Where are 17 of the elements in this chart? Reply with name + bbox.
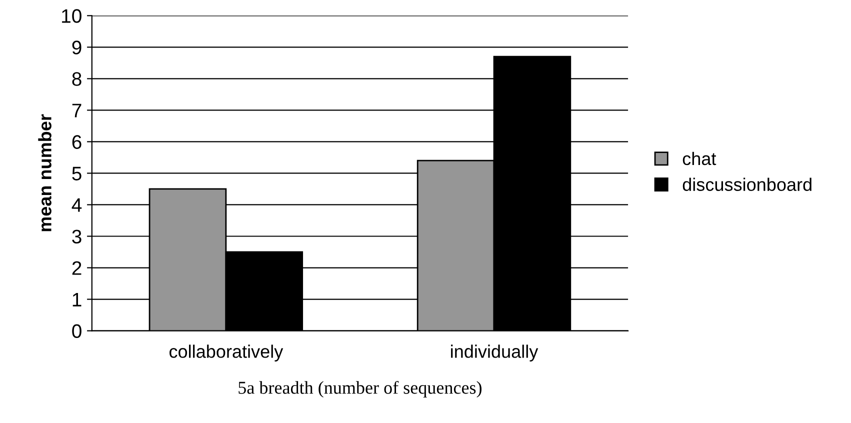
y-axis-title: mean number — [38, 114, 52, 232]
y-tick-label: 6 — [72, 135, 82, 149]
x-tick-label: collaboratively — [170, 344, 284, 362]
y-tick-label: 7 — [72, 104, 82, 118]
x-tick-label: individually — [451, 344, 538, 362]
legend-label: chat — [682, 152, 716, 166]
y-tick-label: 1 — [72, 292, 82, 306]
legend-label: discussionboard — [682, 178, 812, 191]
y-tick-label: 2 — [72, 261, 82, 275]
y-tick-label: 4 — [72, 198, 82, 212]
y-tick-label: 3 — [72, 230, 82, 244]
y-tick-label: 10 — [62, 9, 82, 23]
y-tick-label: 5 — [72, 166, 82, 180]
y-tick-label: 9 — [72, 40, 82, 54]
x-axis-title: 5a breadth (number of sequences) — [238, 380, 482, 398]
y-tick-label: 0 — [72, 324, 82, 338]
y-tick-label: 8 — [72, 72, 82, 86]
